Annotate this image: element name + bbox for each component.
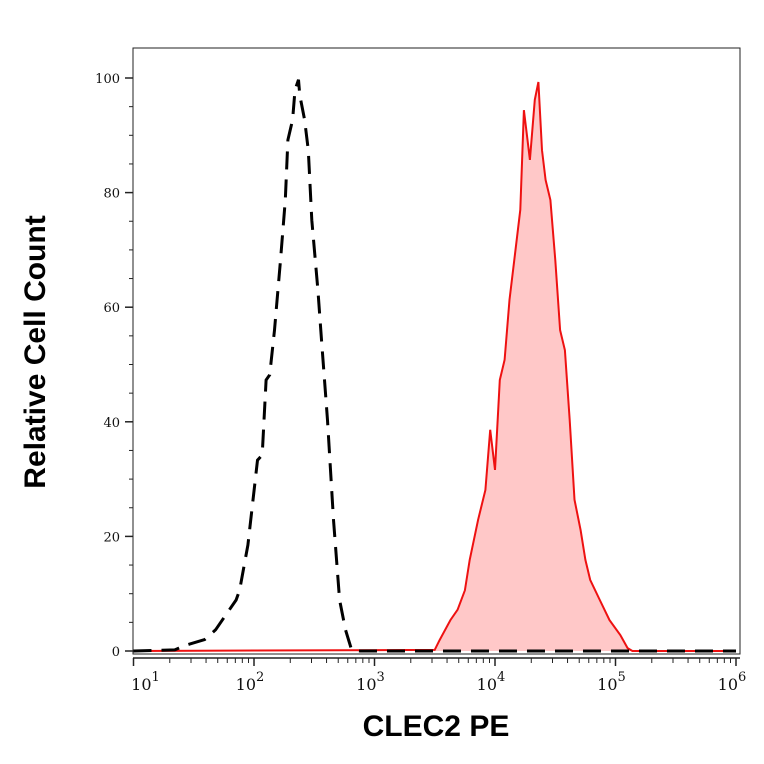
y-tick-label: 40 [103,416,120,431]
y-axis-title: Relative Cell Count [19,215,52,488]
x-tick-label: 105 [597,670,626,694]
x-tick-label: 106 [718,670,747,694]
series-1-line [133,81,736,652]
y-tick-label: 0 [112,645,120,660]
y-tick-label: 60 [103,301,120,316]
y-tick-label: 80 [103,187,120,202]
series-layer [133,79,736,653]
series-1-fill [133,82,736,651]
x-tick-label: 101 [131,670,160,694]
y-tick-label: 100 [95,72,120,87]
x-axis-title: CLEC2 PE [363,710,510,743]
y-axis: 0 20 40 60 80 100 [95,72,133,660]
x-tick-label: 104 [477,670,506,694]
y-tick-label: 20 [103,530,120,545]
series-0-line [133,79,736,653]
x-tick-label: 102 [236,670,265,694]
x-axis: 101 102 103 104 105 106 [131,657,747,694]
plot-frame [132,47,741,655]
x-tick-label: 103 [356,670,385,694]
